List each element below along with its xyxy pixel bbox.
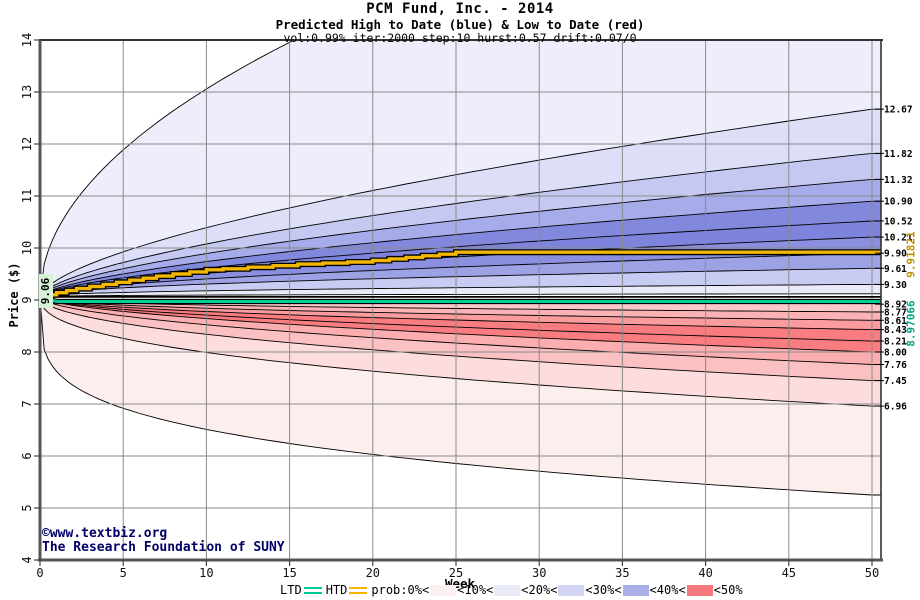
htd-final-value-label: 9.91821 [904, 231, 918, 278]
watermark-org: The Research Foundation of SUNY [42, 540, 285, 555]
right-price-label: 10.90 [884, 197, 913, 208]
right-price-label: 11.82 [884, 149, 913, 160]
right-price-label: 7.76 [884, 360, 907, 371]
y-tick-label: 6 [20, 452, 34, 459]
legend-prob-swatch-3 [622, 584, 649, 596]
low-fan-band [40, 296, 881, 495]
legend-prob-label-2: <20%< [521, 583, 558, 597]
y-tick-label: 9 [20, 296, 34, 303]
legend-prob-label-0: prob:0%< [371, 583, 430, 597]
x-tick-label: 25 [449, 566, 463, 580]
x-tick-label: 20 [366, 566, 380, 580]
legend-prob-label-3: <30%< [585, 583, 622, 597]
y-tick-label: 4 [20, 556, 34, 563]
start-price-label: 9.06 [39, 274, 53, 308]
x-tick-label: 50 [865, 566, 879, 580]
y-tick-label: 8 [20, 348, 34, 355]
x-tick-label: 45 [782, 566, 796, 580]
right-price-label: 8.77 [884, 307, 907, 318]
right-price-label: 8.00 [884, 348, 907, 359]
high-fan-band [40, 179, 881, 297]
x-tick-label: 30 [532, 566, 546, 580]
y-tick-label: 7 [20, 400, 34, 407]
right-price-label: 9.61 [884, 264, 907, 275]
y-tick-label: 14 [20, 33, 34, 47]
legend-htd-label: HTD [325, 583, 348, 597]
right-price-label: 10.21 [884, 233, 913, 244]
low-fan-band [40, 296, 881, 365]
legend-prob-swatch-4 [686, 584, 713, 596]
high-fan-band-boundary [40, 40, 296, 297]
y-tick-label: 10 [20, 241, 34, 255]
right-price-label: 8.43 [884, 325, 907, 336]
ltd-final-value-label: 8.97066 [904, 300, 918, 347]
legend-prob-label-4: <40%< [649, 583, 686, 597]
right-price-label: 8.92 [884, 300, 907, 311]
right-price-label: 6.96 [884, 402, 907, 413]
y-axis-title: Price ($) [7, 262, 21, 328]
legend-ltd-label: LTD [280, 583, 302, 597]
legend-htd-swatch [349, 586, 368, 594]
right-price-label: 8.61 [884, 316, 907, 327]
right-price-label: 9.90 [884, 249, 907, 260]
legend: LTD HTD prob:0%< <10%< <20%< <30%< <40%< <50% [280, 583, 743, 597]
x-tick-label: 40 [698, 566, 712, 580]
right-price-label: 8.21 [884, 337, 907, 348]
low-fan-band [40, 296, 881, 381]
high-fan-band [40, 221, 881, 297]
y-tick-label: 11 [20, 189, 34, 203]
low-fan-band [40, 296, 881, 352]
right-price-label: 12.67 [884, 105, 913, 116]
chart-parameters: vol:0.99% iter:2000 step:10 hurst:0.57 d… [283, 30, 637, 45]
x-tick-label: 0 [36, 566, 43, 580]
high-fan-band [40, 201, 881, 297]
legend-prob-label-1: <10%< [457, 583, 494, 597]
title-block: PCM Fund, Inc. - 2014 Predicted High to … [0, 2, 920, 44]
legend-prob-swatch-2 [558, 584, 585, 596]
high-fan-band [40, 153, 881, 297]
legend-ltd-swatch [303, 586, 322, 594]
low-fan-band [40, 296, 881, 312]
high-fan-band [40, 109, 881, 297]
low-fan-band [40, 296, 881, 407]
x-tick-label: 5 [120, 566, 127, 580]
right-price-label: 9.30 [884, 280, 907, 291]
high-fan-band [40, 40, 881, 297]
legend-prob-label-5: <50% [713, 583, 743, 597]
x-tick-label: 10 [199, 566, 213, 580]
htd-line [40, 250, 881, 299]
y-tick-label: 12 [20, 137, 34, 151]
x-tick-label: 15 [282, 566, 296, 580]
x-tick-label: 35 [615, 566, 629, 580]
legend-prob-swatch-1 [494, 584, 521, 596]
legend-prob-swatch-0 [430, 584, 457, 596]
right-price-label: 7.45 [884, 376, 907, 387]
right-price-label: 10.52 [884, 216, 913, 227]
y-tick-label: 5 [20, 504, 34, 511]
right-price-label: 11.32 [884, 175, 913, 186]
low-fan-band [40, 296, 881, 330]
y-tick-label: 13 [20, 85, 34, 99]
high-fan-band [40, 253, 881, 297]
watermark-url: ©www.textbiz.org [42, 526, 168, 541]
chart-subtitle: Predicted High to Date (blue) & Low to D… [275, 16, 645, 32]
chart-title: PCM Fund, Inc. - 2014 [366, 1, 554, 17]
low-fan-band [40, 296, 881, 342]
